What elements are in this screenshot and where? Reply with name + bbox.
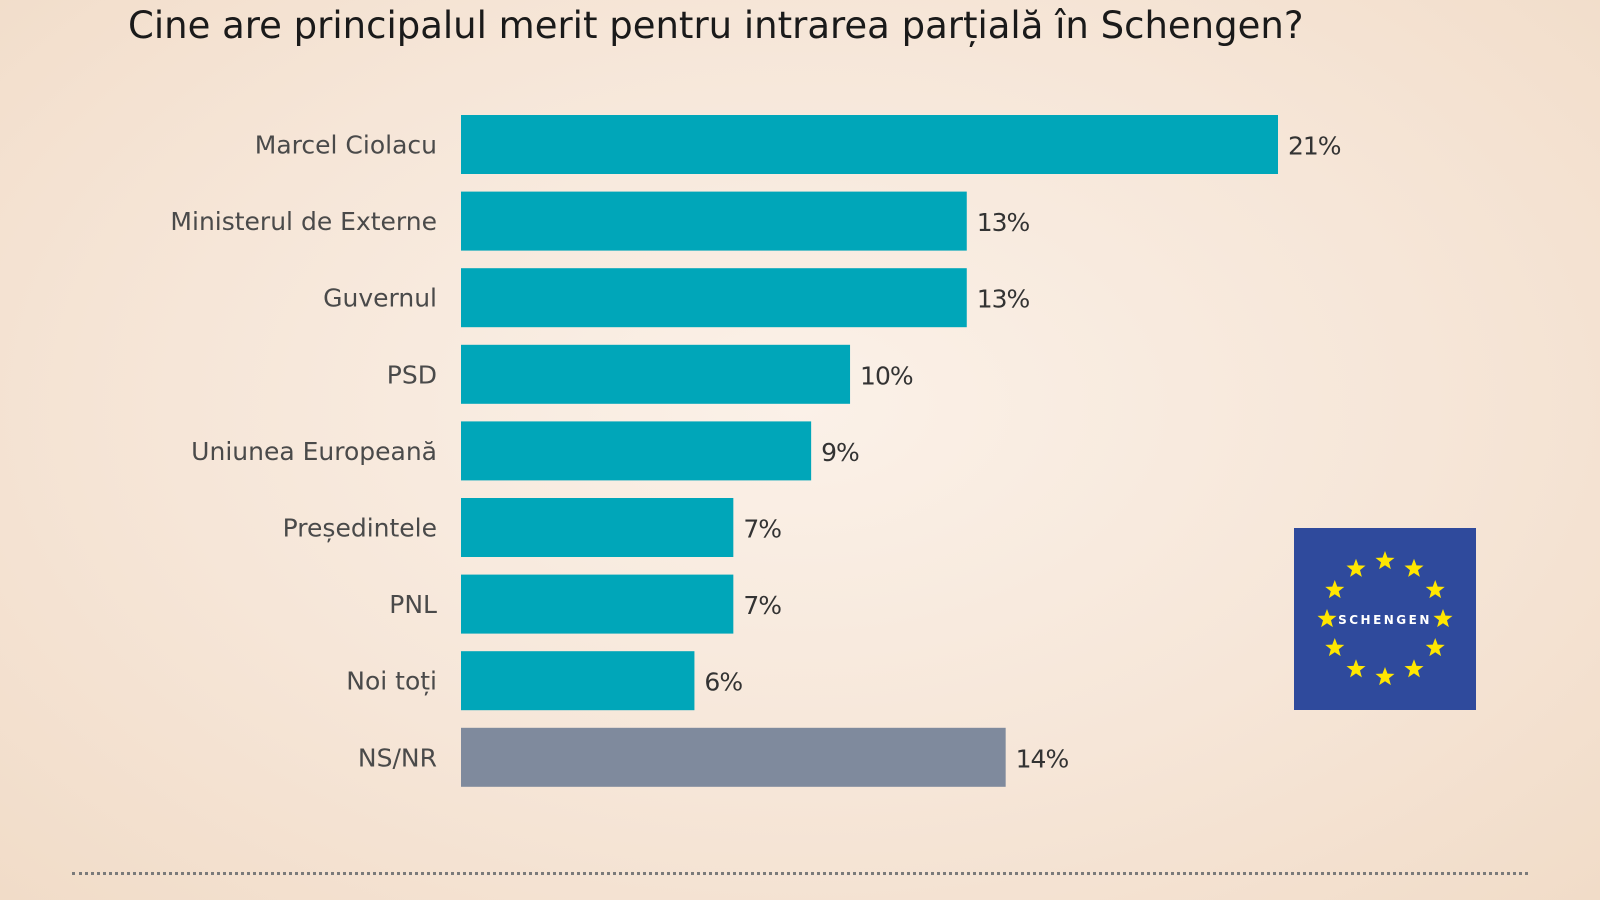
dotted-divider [72,872,1528,875]
value-label: 6% [704,668,742,697]
category-label: Ministerul de Externe [170,207,437,236]
category-label: PSD [387,360,437,389]
star-icon [1425,580,1445,599]
value-label: 9% [821,438,859,467]
bar [461,191,967,251]
bar [461,421,812,481]
star-icon [1325,580,1345,599]
category-label: NS/NR [358,743,437,772]
schengen-logo: SCHENGEN [1294,528,1476,710]
chart-title: Cine are principalul merit pentru intrar… [128,4,1304,47]
value-label: 21% [1288,132,1341,161]
star-icon [1375,551,1395,570]
value-label: 14% [1016,744,1069,773]
bar [461,651,695,711]
eu-flag-stars-icon [1317,551,1453,686]
category-label: PNL [389,590,437,619]
star-icon [1425,638,1445,657]
category-label: Marcel Ciolacu [255,131,437,160]
bar [461,574,734,634]
value-label: 13% [977,285,1030,314]
star-icon [1346,659,1366,678]
value-label: 7% [743,591,781,620]
star-icon [1317,609,1337,628]
star-icon [1433,609,1453,628]
star-icon [1325,638,1345,657]
star-icon [1346,558,1366,577]
category-label: Președintele [283,514,437,543]
category-label: Noi toți [346,667,437,696]
bar [461,115,1278,174]
bar [461,727,1006,787]
star-icon [1404,659,1424,678]
star-icon [1375,667,1395,686]
bar [461,344,851,404]
category-label: Guvernul [323,284,437,313]
bar [461,268,967,328]
bar [461,498,734,557]
category-label: Uniunea Europeană [191,437,437,466]
logo-text: SCHENGEN [1338,613,1432,627]
value-label: 13% [977,208,1030,237]
value-label: 10% [860,361,913,390]
value-label: 7% [743,515,781,544]
star-icon [1404,558,1424,577]
